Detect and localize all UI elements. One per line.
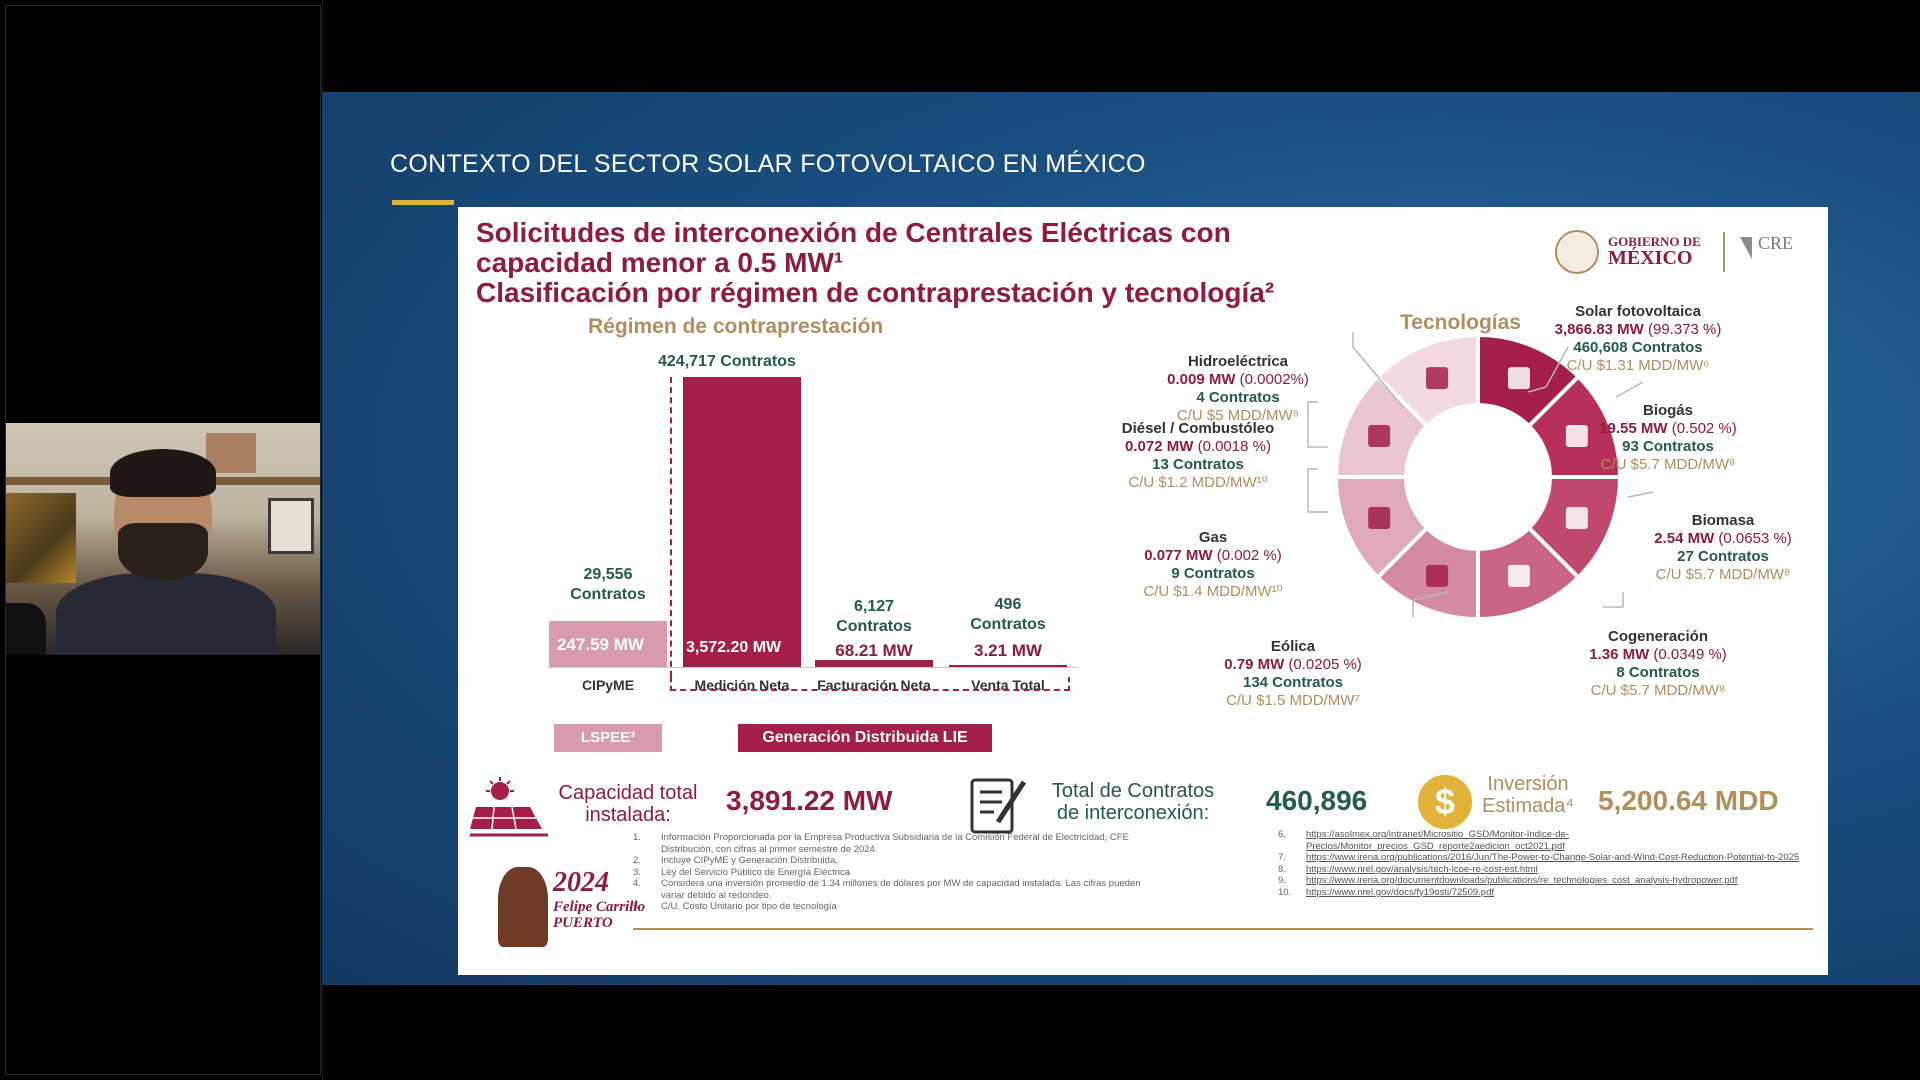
footnote-8[interactable]: 8. https://www.nrel.gov/analysis/tech-lco… (1278, 863, 1538, 875)
footnote-3: 3. Ley del Servicio Público de Energía El… (633, 866, 851, 878)
invest-value: 5,200.64 MDD (1598, 785, 1779, 816)
title-line-2: capacidad menor a 0.5 MW¹ (476, 247, 844, 278)
footnote-7[interactable]: 7. https://www.irena.org/publications/201… (1278, 852, 1800, 863)
panel-frame (5, 5, 321, 1075)
tech-hidroelectrica: Hidroeléctrica 0.009 MW (0.0002%) 4 Cont… (1167, 353, 1309, 424)
tech-icon-biogás (1565, 425, 1588, 448)
tech-solar: Solar fotovoltaica 3,866.83 MW (99.373 %… (1554, 303, 1722, 374)
branding-year: 2024 (553, 867, 609, 898)
title-line-1: Solicitudes de interconexión de Centrale… (476, 217, 1231, 248)
tech-icon-eólica (1426, 564, 1449, 587)
tech-connector-lines (1307, 332, 1654, 617)
tag-lspee: LSPEE³ (554, 724, 662, 752)
footnotes-right: 6. https://asolmex.org/intranet/Micrositi… (1278, 829, 1818, 898)
gobierno-logo-text: GOBIERNO DE MÉXICO (1608, 234, 1701, 269)
felipe-carrillo-portrait (498, 867, 548, 947)
medicion-contracts: 424,717 Contratos (658, 353, 796, 370)
footnote-9[interactable]: 9. https://www.irena.org/documentdownload… (1278, 875, 1738, 886)
tech-biogas: Biogás 19.55 MW (0.502 %) 93 Contratos C… (1599, 402, 1737, 473)
tech-cogeneracion: Cogeneración 1.36 MW (0.0349 %) 8 Contra… (1589, 628, 1727, 699)
webcam-video-tile[interactable] (6, 423, 320, 655)
bar-medicion-neta (683, 377, 801, 667)
branding-name: Felipe Carrillo PUERTO (553, 899, 646, 931)
bar-facturacion-neta (815, 660, 933, 667)
tech-icon-cogeneración (1507, 564, 1530, 587)
logo-separator (1723, 232, 1725, 272)
facturacion-mw: 68.21 MW (835, 641, 913, 660)
tag-generacion-distribuida: Generación Distribuida LIE (738, 724, 992, 752)
facturacion-contracts-word: Contratos (836, 618, 912, 635)
tech-gas: Gas 0.077 MW (0.002 %) 9 Contratos C/U $… (1143, 529, 1283, 600)
venta-mw: 3.21 MW (973, 641, 1043, 660)
cat-cipyme: CIPyME (581, 677, 635, 693)
footnote-1: 1. Información Proporcionada por la Empre… (633, 832, 1129, 855)
venta-contracts-word: Contratos (970, 616, 1046, 633)
tecnologias-donut-chart (1333, 332, 1623, 622)
gd-bracket (670, 677, 1070, 691)
slide-header: CONTEXTO DEL SECTOR SOLAR FOTOVOLTAICO E… (390, 150, 1146, 178)
header-underline (392, 200, 454, 205)
bar-axis-line (548, 667, 1078, 668)
tech-diesel: Diésel / Combustóleo 0.072 MW (0.0018 %)… (1121, 420, 1275, 491)
regimen-title: Régimen de contraprestación (588, 315, 884, 338)
gobierno-seal-icon (1555, 230, 1599, 274)
total-contracts-value: 460,896 (1266, 785, 1368, 816)
gd-bracket-dash (670, 377, 672, 677)
venta-contracts-num: 496 (994, 596, 1022, 613)
slide-content-card: Solicitudes de interconexión de Centrale… (458, 207, 1828, 975)
invest-label: Inversión Estimada⁴ (1482, 773, 1574, 817)
tech-icon-diésel-combustóleo (1368, 425, 1391, 448)
tech-icon-gas (1368, 506, 1391, 529)
total-contracts-label: Total de Contratos de interconexión: (1051, 780, 1215, 824)
cap-total-label: Capacidad total instalada: (558, 782, 698, 826)
dollar-coin-icon: $ (1418, 775, 1472, 829)
footnote-2: 2. Incluye CIPyME y Generación Distribuid… (633, 855, 838, 866)
bar-venta-total (949, 665, 1067, 667)
tecnologias-title: Tecnologías (1400, 311, 1521, 334)
tech-biomasa: Biomasa 2.54 MW (0.0653 %) 27 Contratos … (1654, 512, 1792, 583)
title-line-3: Clasificación por régimen de contraprest… (476, 277, 1275, 308)
bar-medicion-mw: 3,572.20 MW (686, 639, 782, 656)
facturacion-contracts-num: 6,127 (853, 598, 895, 615)
contract-document-icon (970, 778, 1027, 834)
cap-total-value: 3,891.22 MW (726, 785, 893, 816)
tech-icon-hidroeléctrica (1426, 367, 1449, 390)
cre-logo-text: CRE (1758, 233, 1794, 253)
cipyme-contracts-word: Contratos (570, 586, 646, 603)
cipyme-contracts-num: 29,556 (583, 566, 633, 583)
footnote-10[interactable]: 10. https://www.nrel.gov/docs/fy19osti/72… (1278, 886, 1494, 898)
footnotes-left: 1. Información Proporcionada por la Empre… (633, 832, 1153, 913)
tech-icon-biomasa (1565, 506, 1588, 529)
cre-logo-icon (1740, 237, 1752, 259)
solar-panel-icon (470, 777, 548, 837)
footnote-4: 4. Considera una inversión promedio de 1.… (633, 878, 1141, 901)
bar-cipyme (549, 621, 667, 667)
footer-line (633, 928, 1813, 930)
bar-cipyme-mw: 247.59 MW (557, 635, 644, 654)
footnote-5: 5. C/U. Costo Unitario por tipo de tecnol… (633, 901, 837, 912)
footnote-6[interactable]: 6. https://asolmex.org/intranet/Micrositi… (1278, 829, 1569, 852)
tech-icon-solar-fotovoltaica (1507, 367, 1530, 390)
tech-eolica: Eólica 0.79 MW (0.0205 %) 134 Contratos … (1224, 638, 1362, 709)
